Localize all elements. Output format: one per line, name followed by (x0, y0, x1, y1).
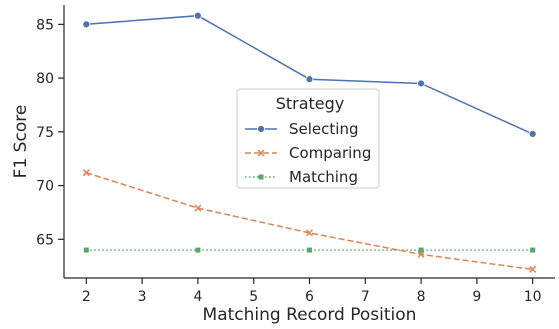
x-tick-label: 4 (193, 289, 202, 305)
data-point-selecting (82, 20, 91, 29)
x-axis-ticks: 2 3 4 5 6 7 8 9 10 (82, 278, 542, 305)
x-tick-label: 5 (249, 289, 258, 305)
legend-label-matching: Matching (289, 168, 358, 186)
legend-swatch-marker (258, 174, 264, 180)
data-point-comparing (194, 204, 202, 212)
y-axis-ticks: 65 70 75 80 85 (36, 17, 64, 248)
x-tick-label: 3 (138, 289, 147, 305)
data-point-selecting (305, 75, 314, 84)
y-tick-label: 80 (36, 71, 54, 87)
data-point-selecting (194, 11, 202, 20)
legend-title: Strategy (276, 94, 345, 113)
data-point-matching (83, 247, 89, 253)
x-axis-label: Matching Record Position (203, 305, 417, 325)
x-tick-label: 10 (524, 289, 542, 305)
data-point-matching (307, 247, 312, 253)
x-tick-label: 6 (305, 289, 314, 305)
legend: Strategy Selecting Comparing Matching (236, 88, 380, 189)
legend-label-comparing: Comparing (289, 144, 371, 162)
series-matching (83, 247, 536, 253)
y-tick-label: 70 (36, 179, 54, 195)
x-tick-label: 9 (472, 289, 481, 305)
legend-item-selecting: Selecting (245, 120, 358, 138)
legend-item-matching: Matching (245, 168, 358, 186)
x-tick-label: 2 (82, 289, 91, 305)
x-tick-label: 7 (361, 289, 370, 305)
legend-swatch-marker (257, 125, 265, 133)
y-tick-label: 75 (36, 125, 54, 141)
legend-swatch-marker (257, 149, 265, 157)
data-point-comparing (529, 265, 537, 273)
series-comparing (82, 169, 537, 273)
legend-box (236, 88, 380, 189)
legend-label-selecting: Selecting (289, 120, 358, 138)
y-tick-label: 85 (36, 17, 54, 33)
data-point-comparing (305, 229, 314, 237)
data-point-matching (195, 247, 201, 253)
y-axis-label: F1 Score (11, 105, 31, 179)
x-tick-label: 8 (417, 289, 426, 305)
legend-item-comparing: Comparing (245, 144, 371, 162)
data-point-selecting (528, 130, 537, 138)
data-point-selecting (417, 79, 425, 88)
y-tick-label: 65 (36, 232, 54, 248)
data-point-matching (530, 247, 536, 253)
data-point-comparing (82, 169, 90, 177)
series-line-comparing (86, 171, 533, 271)
data-point-matching (418, 247, 424, 253)
series-selecting (82, 11, 537, 138)
